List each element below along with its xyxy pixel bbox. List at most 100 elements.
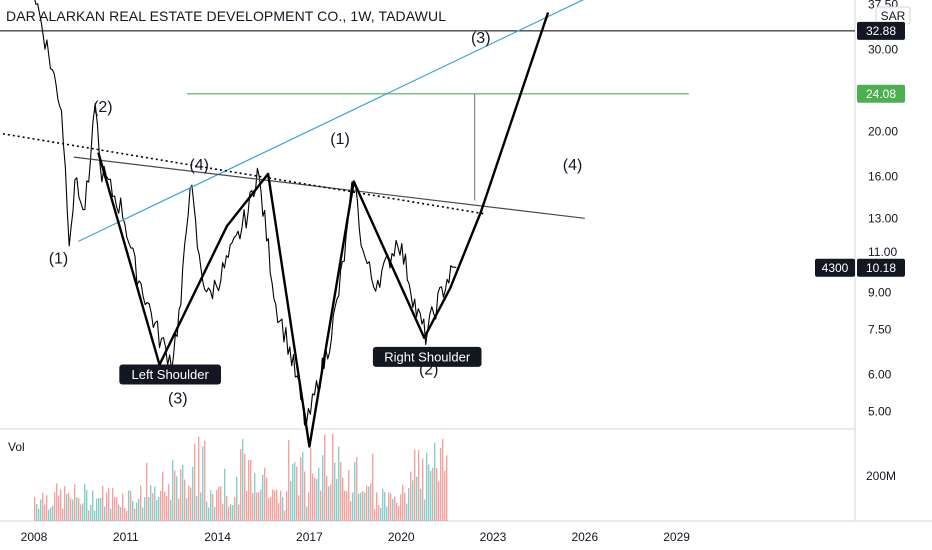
volume-bar [440,447,442,521]
volume-bar [114,497,116,521]
volume-bar [144,497,146,521]
y-tick-label: 30.00 [868,42,898,56]
wave-label: (4) [563,157,583,174]
grid-layer [0,0,932,522]
y-tick-label: 37.50 [868,0,898,11]
volume-bar [62,508,64,521]
volume-bar [380,507,382,521]
volume-bar [328,486,330,521]
shoulder-callout-label: Left Shoulder [131,367,209,382]
wave-projection-path [97,12,550,448]
volume-bar [146,462,148,521]
y-tick-label: 5.00 [868,404,892,418]
y-tick-label: 9.00 [868,286,892,300]
x-tick-label: 2026 [571,530,598,544]
price-badge [857,258,905,277]
volume-bar [152,493,154,521]
volume-bar [446,455,448,521]
volume-bar [366,485,368,521]
volume-bar [246,490,248,521]
volume-bar [94,510,96,521]
volume-bar [174,470,176,521]
volume-bar [350,501,352,521]
volume-bar [256,492,258,521]
volume-bar [72,499,74,521]
volume-bar [416,476,418,521]
volume-bar [40,499,42,521]
volume-bar [364,492,366,521]
volume-bar [122,493,124,521]
volume-bar [66,494,68,521]
y-tick-label: 11.00 [868,245,897,259]
volume-bar [390,493,392,521]
volume-bar [302,452,304,521]
volume-bar [292,463,294,521]
volume-bar [100,497,102,521]
volume-bar [98,498,100,521]
volume-bar [378,505,380,521]
volume-bar [400,494,402,521]
volume-bar [284,510,286,521]
volume-bar [190,487,192,521]
volume-bar [116,497,118,521]
volume-tick-label: 200M [866,469,896,483]
volume-bar [326,475,328,521]
y-tick-label: 6.00 [868,368,892,382]
volume-bar [314,477,316,521]
volume-bar [166,496,168,521]
volume-bar [322,455,324,521]
volume-bar [352,492,354,521]
x-tick-label: 2011 [113,530,139,544]
volume-bar [304,471,306,521]
volume-bar [138,498,140,521]
volume-bar [248,459,250,521]
volume-bar [332,433,334,521]
volume-bar [426,452,428,521]
volume-bar [154,486,156,521]
volume-bar [430,470,432,521]
volume-bar [38,508,40,521]
volume-bar [168,484,170,521]
volume-layer [34,433,448,521]
volume-bar [52,505,54,521]
trend-channel-line [78,0,585,242]
volume-bar [272,489,274,521]
x-tick-label: 2014 [204,530,231,544]
volume-bar [386,506,388,521]
neckline-dotted [0,132,484,215]
volume-bar [164,492,166,521]
volume-bar [252,492,254,521]
volume-bar [58,495,60,521]
volume-bar [172,460,174,521]
volume-bar [234,497,236,521]
volume-bar [198,436,200,521]
volume-bar [208,507,210,521]
volume-bar [288,440,290,521]
volume-bar [318,467,320,521]
volume-bar [84,483,86,521]
volume-bar [360,492,362,521]
volume-bar [42,492,44,521]
volume-bar [194,443,196,521]
volume-bar [110,508,112,521]
volume-bar [384,492,386,521]
volume-bar [382,488,384,521]
volume-bar [368,486,370,521]
volume-bar [186,498,188,521]
volume-bar [308,492,310,521]
countdown-badge [815,258,855,277]
volume-bar [250,460,252,521]
volume-bar [218,486,220,521]
volume-bar [76,497,78,521]
volume-bar [48,509,50,521]
volume-bar [410,471,412,521]
volume-bar [60,489,62,521]
volume-bar [216,489,218,521]
volume-bar [330,484,332,521]
volume-bar [262,474,264,521]
volume-bar [282,497,284,521]
x-tick-label: 2020 [388,530,415,544]
x-tick-label: 2029 [663,530,690,544]
volume-bar [316,479,318,521]
